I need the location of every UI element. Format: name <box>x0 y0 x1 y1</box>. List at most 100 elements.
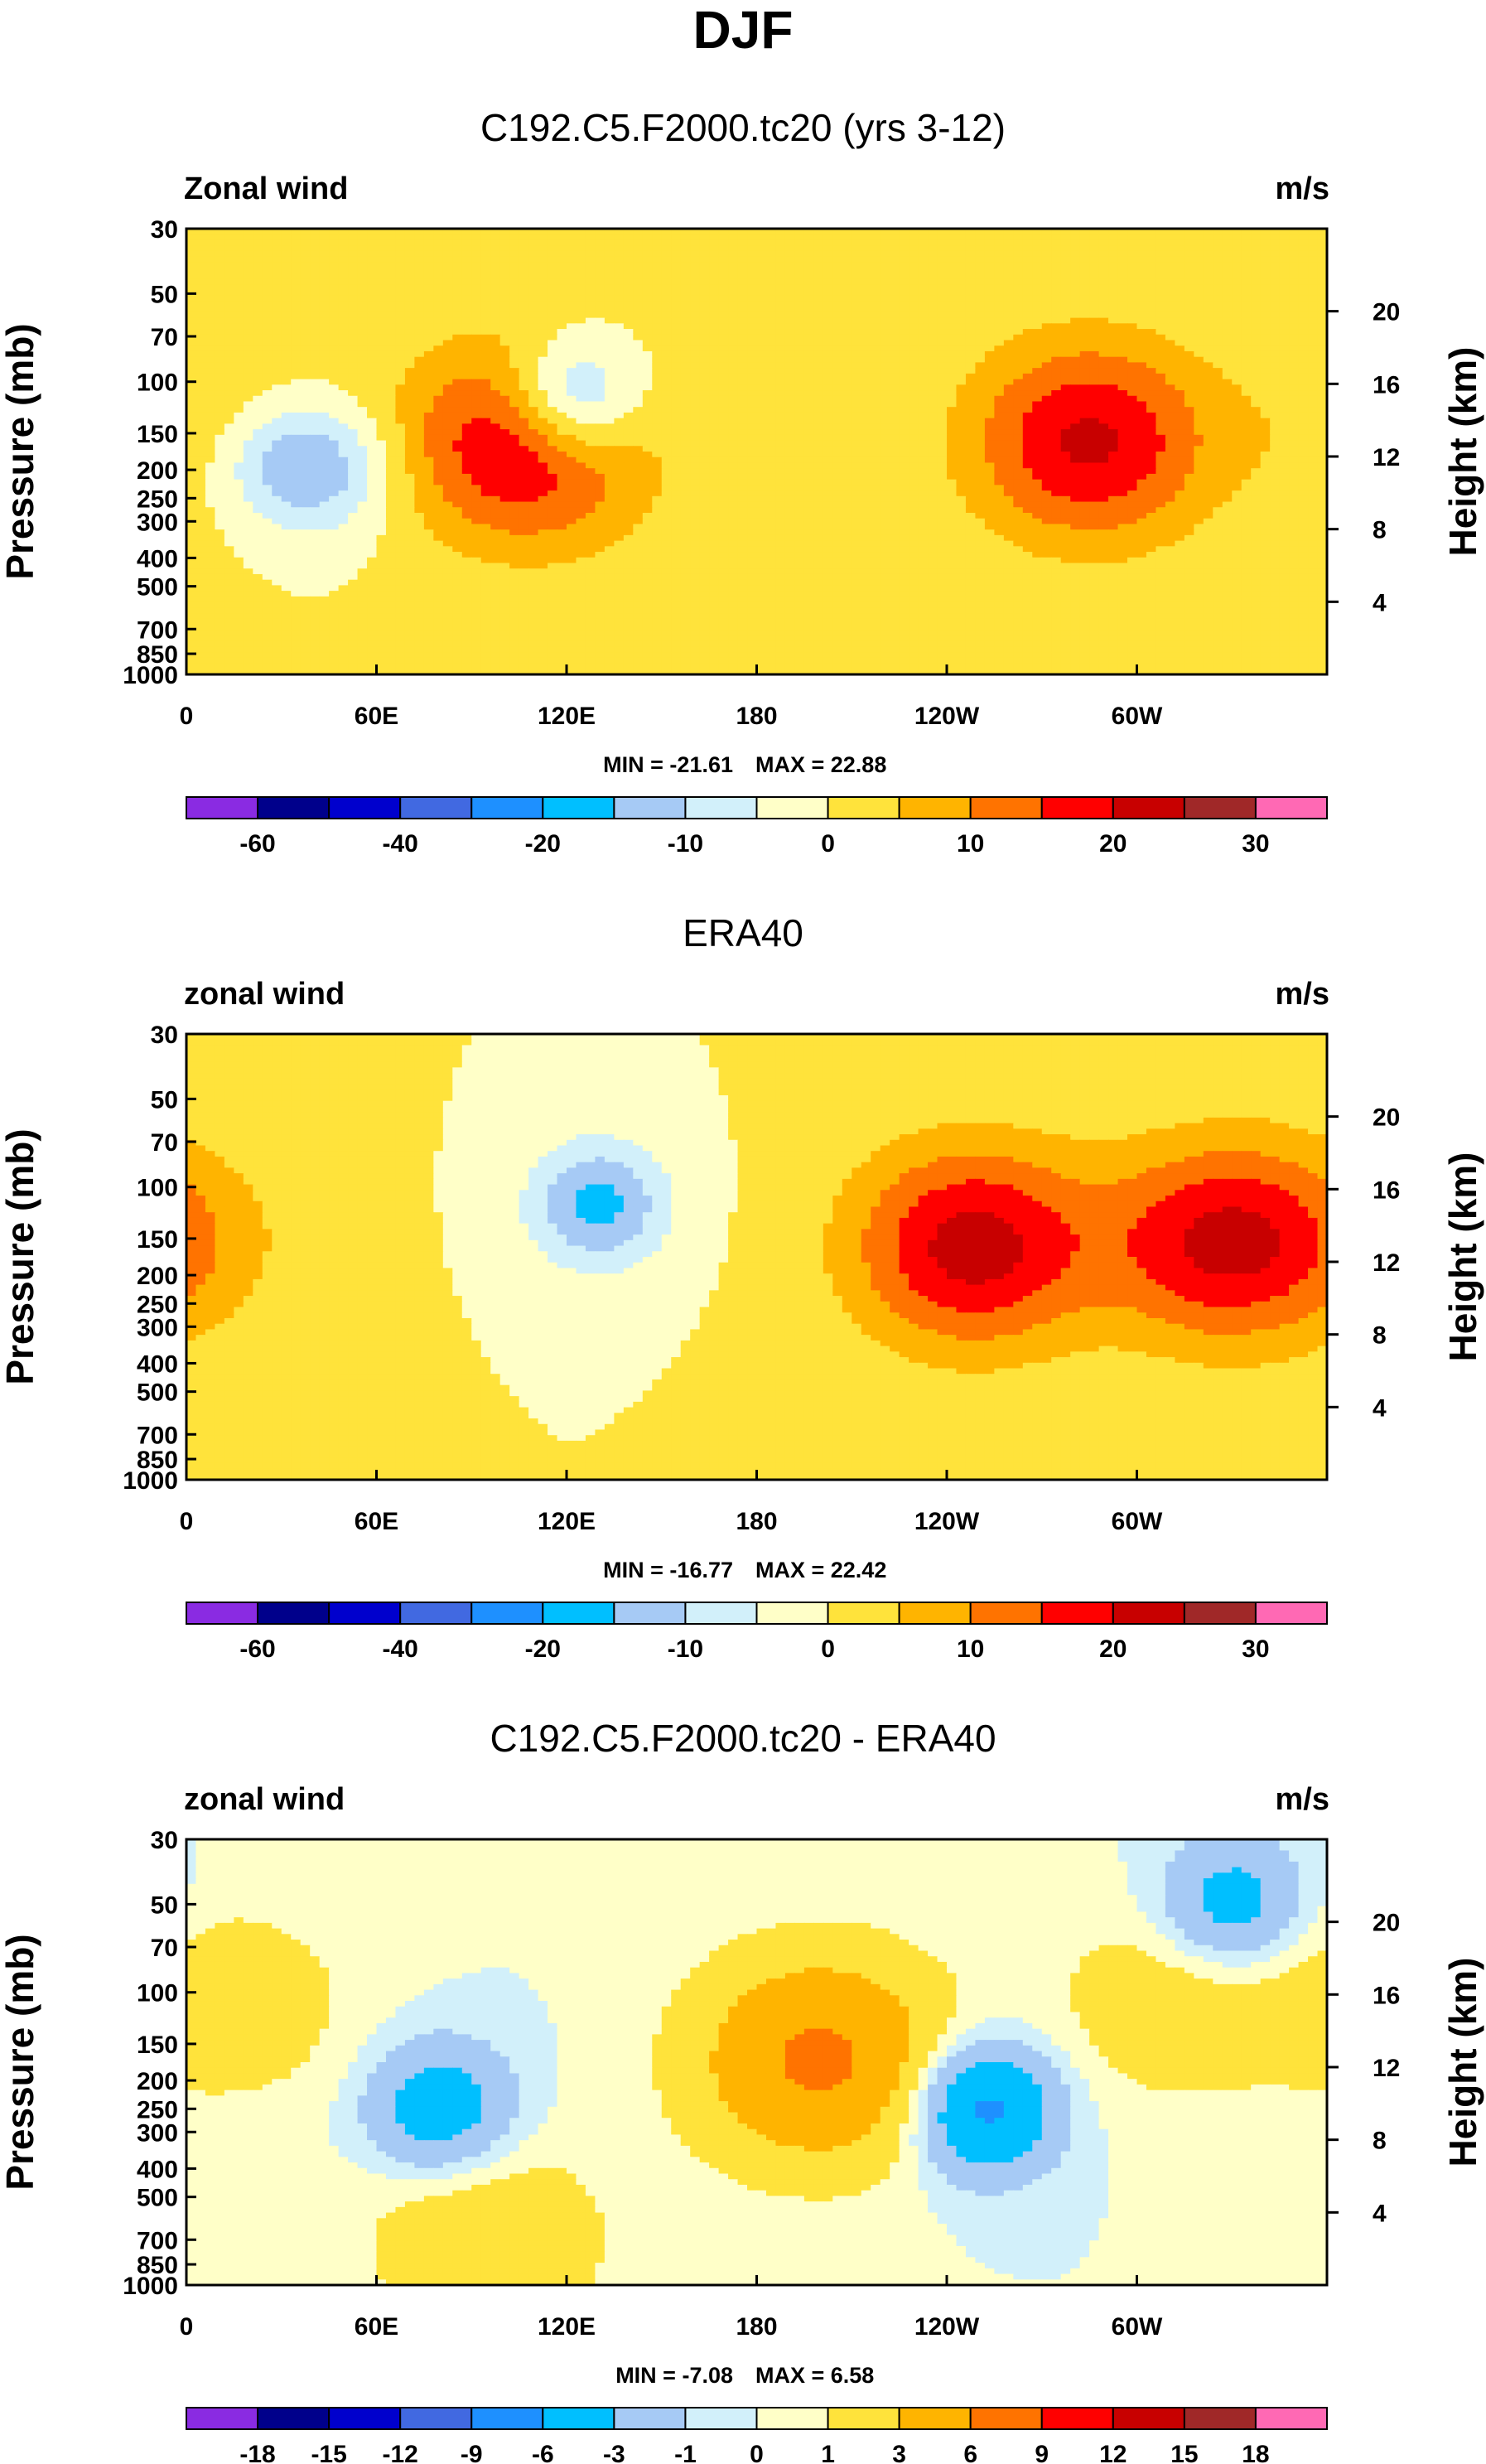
field-cell <box>642 446 653 452</box>
field-cell <box>604 307 615 313</box>
field-cell <box>1032 317 1043 324</box>
field-cell <box>1289 434 1300 442</box>
field-cell <box>576 334 586 341</box>
field-cell <box>890 340 900 346</box>
field-cell <box>585 323 596 330</box>
field-cell <box>595 379 605 385</box>
field-cell <box>728 401 739 408</box>
field-cell <box>576 262 586 268</box>
field-cell <box>329 301 340 307</box>
field-cell <box>338 307 349 313</box>
field-cell <box>1117 362 1128 369</box>
field-cell <box>1260 395 1271 403</box>
field-cell <box>880 384 890 391</box>
field-cell <box>205 229 216 235</box>
field-cell <box>338 440 349 447</box>
field-cell <box>965 268 977 274</box>
field-cell <box>595 368 605 374</box>
field-cell <box>880 350 890 358</box>
field-cell <box>1232 368 1242 374</box>
field-cell <box>548 245 558 252</box>
field-cell <box>823 401 833 408</box>
field-cell <box>319 423 330 430</box>
field-cell <box>224 245 234 252</box>
field-cell <box>1279 423 1290 430</box>
field-cell <box>395 390 406 397</box>
field-cell <box>1308 307 1319 313</box>
field-cell <box>918 250 929 258</box>
field-cell <box>480 345 491 352</box>
field-cell <box>452 368 463 374</box>
field-cell <box>1222 289 1233 297</box>
field-cell <box>499 350 510 358</box>
field-cell <box>642 245 653 252</box>
field-cell <box>1184 434 1194 442</box>
field-cell <box>690 278 701 285</box>
field-cell <box>1003 239 1014 246</box>
field-cell <box>538 301 548 307</box>
field-cell <box>205 379 216 385</box>
field-cell <box>956 245 967 252</box>
field-cell <box>756 312 767 319</box>
field-cell <box>585 284 596 291</box>
field-cell <box>842 256 852 263</box>
field-cell <box>205 284 216 291</box>
field-cell <box>1156 350 1166 358</box>
field-cell <box>803 407 814 413</box>
field-cell <box>852 345 862 352</box>
field-cell <box>765 239 777 246</box>
field-cell <box>243 373 253 380</box>
field-cell <box>338 234 349 241</box>
field-cell <box>329 245 340 252</box>
field-cell <box>852 262 862 268</box>
field-cell <box>433 256 444 263</box>
field-cell <box>604 250 615 258</box>
field-cell <box>1041 323 1052 330</box>
field-cell <box>567 452 577 458</box>
field-cell <box>728 368 739 374</box>
field-cell <box>262 323 273 330</box>
field-cell <box>1032 345 1043 352</box>
field-cell <box>300 452 311 458</box>
field-cell <box>1060 250 1071 258</box>
field-cell <box>585 412 596 419</box>
field-cell <box>880 268 890 274</box>
field-cell <box>1051 245 1062 252</box>
field-cell <box>728 345 739 352</box>
field-cell <box>747 250 758 258</box>
field-cell <box>765 234 777 241</box>
field-cell <box>1232 317 1242 324</box>
field-cell <box>699 250 710 258</box>
field-cell <box>348 356 359 363</box>
field-cell <box>243 334 253 341</box>
field-cell <box>367 256 378 263</box>
field-cell <box>1203 362 1213 369</box>
field-cell <box>1032 307 1043 313</box>
field-cell <box>890 412 900 419</box>
field-cell <box>509 317 520 324</box>
field-cell <box>1298 289 1309 297</box>
field-cell <box>747 356 758 363</box>
field-cell <box>775 250 786 258</box>
field-cell <box>1117 323 1128 330</box>
field-cell <box>548 379 558 385</box>
field-cell <box>728 273 739 280</box>
field-cell <box>984 362 995 369</box>
field-cell <box>528 395 539 403</box>
field-cell <box>614 452 625 458</box>
field-cell <box>803 245 814 252</box>
field-cell <box>433 440 444 447</box>
field-cell <box>1184 429 1194 436</box>
field-cell <box>557 368 567 374</box>
field-cell <box>671 284 682 291</box>
field-cell <box>519 289 529 297</box>
field-cell <box>623 323 634 330</box>
field-cell <box>528 250 539 258</box>
field-cell <box>376 446 387 452</box>
field-cell <box>395 373 406 380</box>
field-cell <box>1136 289 1147 297</box>
field-cell <box>310 429 321 436</box>
field-cell <box>1022 234 1033 241</box>
field-cell <box>1079 323 1090 330</box>
field-cell <box>747 418 758 424</box>
